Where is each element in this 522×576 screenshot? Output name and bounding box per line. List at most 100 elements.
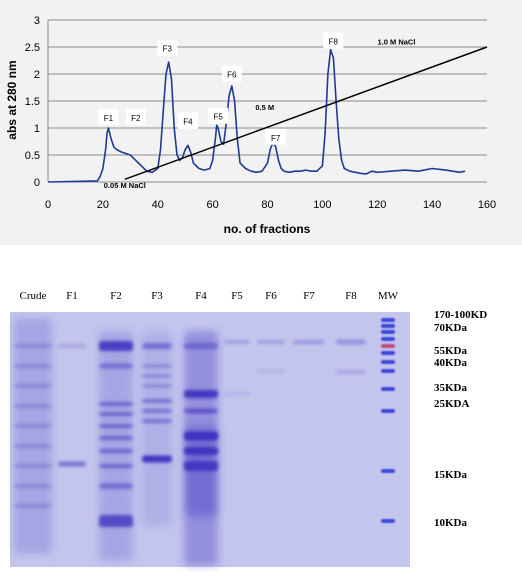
- f3-band: [142, 399, 172, 403]
- mw-ladder-band: [381, 469, 395, 473]
- y-tick-label: 1.5: [25, 96, 40, 108]
- f4-band: [184, 431, 218, 441]
- fraction-label-bg: [125, 108, 146, 125]
- lane-label-f7: F7: [303, 290, 315, 302]
- fraction-label-f6: F6: [227, 71, 237, 80]
- f4-band: [184, 408, 218, 414]
- x-tick-label: 100: [313, 199, 331, 211]
- nacl-gradient-line: [124, 46, 488, 181]
- x-tick-label: 0: [45, 199, 51, 211]
- mw-ladder-band: [381, 360, 395, 364]
- f3-lane-smear: [142, 331, 172, 526]
- y-tick-label: 0: [34, 177, 40, 189]
- f3-band: [142, 374, 172, 378]
- fraction-label-bg: [265, 128, 286, 145]
- chromatogram-chart: 0 0.5 1 1.5 2 2.5 3 0 20 40 60 80 100 120 140 160 F1 F2 F…: [5, 15, 496, 236]
- mw-ladder-band: [381, 337, 395, 341]
- f1-band: [58, 461, 86, 467]
- mw-ladder-band: [381, 351, 395, 355]
- crude-band: [14, 424, 52, 428]
- f4-band: [184, 447, 218, 455]
- lane-label-f3: F3: [151, 290, 163, 302]
- crude-band: [14, 364, 52, 368]
- y-tick-label: 0.5: [25, 150, 40, 162]
- f4-band: [184, 390, 218, 398]
- f2-band: [99, 464, 133, 468]
- f2-band: [99, 402, 133, 406]
- fraction-label-bg: [208, 107, 229, 124]
- marker-label: 170-100KD: [434, 309, 487, 321]
- fraction-label-bg: [157, 39, 178, 56]
- y-tick-label: 2: [34, 69, 40, 81]
- f5-band: [224, 340, 250, 344]
- mw-ladder-band: [381, 344, 395, 348]
- f2-lane-smear: [99, 331, 133, 561]
- mw-ladder-band: [381, 409, 395, 413]
- fraction-label-f2: F2: [131, 114, 141, 123]
- f3-band: [142, 364, 172, 368]
- crude-band: [14, 444, 52, 448]
- crude-band: [14, 464, 52, 468]
- f2-band: [99, 436, 133, 440]
- gradient-label: 0.5 M: [255, 103, 274, 112]
- fraction-label-f5: F5: [213, 113, 223, 122]
- fraction-label-f1: F1: [104, 114, 114, 123]
- marker-label: 35KDa: [434, 382, 468, 394]
- fraction-label-f3: F3: [163, 45, 173, 54]
- chromatogram-panel: 0 0.5 1 1.5 2 2.5 3 0 20 40 60 80 100 120 140 160 F1 F2 F…: [0, 0, 522, 245]
- mw-ladder-band: [381, 519, 395, 523]
- fraction-label-bg: [98, 108, 119, 125]
- f2-band: [99, 412, 133, 416]
- f2-band: [99, 363, 133, 369]
- x-tick-label: 20: [97, 199, 109, 211]
- lane-label-f4: F4: [195, 290, 207, 302]
- x-tick-label: 80: [261, 199, 273, 211]
- f2-band: [99, 483, 133, 489]
- fraction-label-bg: [221, 65, 242, 82]
- fraction-label-f8: F8: [329, 38, 339, 47]
- marker-label: 15KDa: [434, 469, 468, 481]
- f2-band: [99, 515, 133, 527]
- mw-ladder-band: [381, 369, 395, 373]
- f3-band: [142, 343, 172, 349]
- mw-ladder-band: [381, 324, 395, 328]
- crude-band: [14, 404, 52, 408]
- mw-ladder-band: [381, 318, 395, 322]
- fraction-label-f7: F7: [271, 134, 281, 143]
- f5-band: [224, 392, 250, 396]
- lane-label-f1: F1: [66, 290, 78, 302]
- y-tick-label: 3: [34, 15, 40, 27]
- fraction-label-f4: F4: [183, 118, 193, 127]
- fraction-label-bg: [323, 32, 344, 49]
- lane-label-crude: Crude: [20, 290, 47, 302]
- f8-band: [336, 370, 366, 374]
- crude-band: [14, 484, 52, 488]
- f8-band: [336, 339, 366, 345]
- marker-label: 10KDa: [434, 517, 468, 529]
- lane-label-f8: F8: [345, 290, 357, 302]
- x-tick-label: 40: [152, 199, 164, 211]
- y-tick-label: 2.5: [25, 42, 40, 54]
- marker-label: 55KDa: [434, 345, 468, 357]
- crude-band: [14, 344, 52, 348]
- gradient-label: 0.05 M NaCl: [104, 181, 146, 190]
- f2-band: [99, 449, 133, 453]
- x-tick-label: 120: [368, 199, 386, 211]
- f2-band: [99, 341, 133, 351]
- marker-label: 40KDa: [434, 357, 468, 369]
- lane-label-mw: MW: [378, 290, 399, 302]
- y-tick-label: 1: [34, 123, 40, 135]
- marker-label: 70KDa: [434, 322, 468, 334]
- gradient-label: 1.0 M NaCl: [377, 38, 415, 47]
- f6-band: [257, 369, 285, 373]
- sds-page-gel-panel: Crude F1 F2 F3 F4 F5 F6 F7 F8 MW 170-100KD 70KDa 55…: [0, 276, 522, 571]
- x-tick-label: 60: [207, 199, 219, 211]
- lane-label-f5: F5: [231, 290, 243, 302]
- f6-band: [257, 340, 285, 344]
- f4-band: [184, 461, 218, 471]
- absorbance-series-line: [47, 48, 466, 183]
- f1-band: [58, 344, 86, 348]
- crude-lane-smear: [14, 318, 52, 554]
- f3-band: [142, 455, 172, 463]
